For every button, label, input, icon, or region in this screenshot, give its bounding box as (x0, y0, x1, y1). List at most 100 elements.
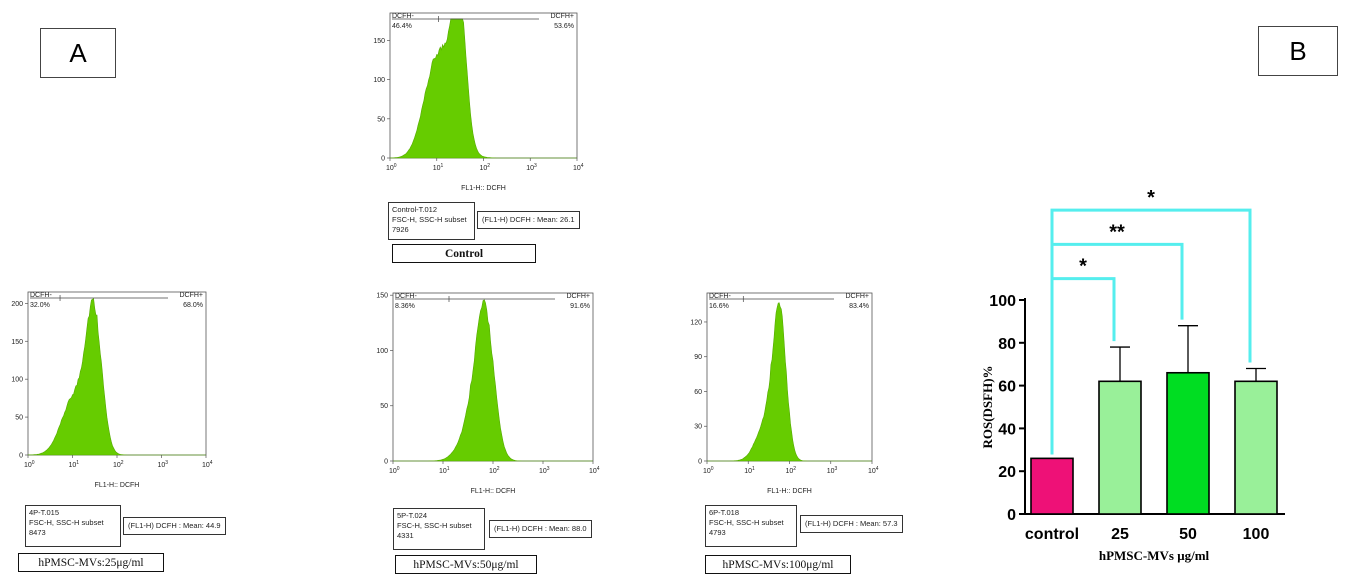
sample-label-25: hPMSC-MVs:25μg/ml (18, 553, 164, 572)
x-axis-label: FL1-H:: DCFH (461, 185, 506, 192)
sample-label-control: Control (392, 244, 536, 263)
gate-right-label: DCFH+ (845, 293, 869, 300)
x-tick-label: 101 (69, 460, 80, 469)
x-tick-label: 102 (786, 466, 797, 475)
gate-left-percent: 32.0% (30, 302, 50, 309)
x-tick-exponent: 0 (397, 466, 400, 472)
y-tick-label: 30 (694, 424, 702, 431)
x-tick-exponent: 1 (447, 466, 450, 472)
significance-label: * (1079, 256, 1087, 278)
flow-plot-50: 0 50 100 150 100 101 102 103 104 FL1-H:: DCFH DCFH… (345, 283, 625, 578)
panel-a-label: A (40, 28, 116, 78)
x-tick-label: 103 (526, 163, 537, 172)
x-axis-label: hPMSC-MVs μg/ml (1099, 548, 1210, 563)
sample-label-100: hPMSC-MVs:100μg/ml (705, 555, 851, 574)
mean-box-25: (FL1-H) DCFH : Mean: 44.9 (123, 517, 226, 535)
x-tick-exponent: 3 (835, 466, 838, 472)
info-box-control: Control-T.012 FSC-H, SSC-H subset 7926 (388, 202, 475, 240)
bar-control (1030, 457, 1074, 515)
flow-plot-control: 0 50 100 150 100 101 102 103 104 FL1-H:: DCFH DCFH… (350, 5, 584, 263)
x-tick-label-control: control (1025, 526, 1079, 543)
gate-right-label: DCFH+ (179, 292, 203, 299)
mean-box-100: (FL1-H) DCFH : Mean: 57.3 (800, 515, 903, 533)
x-tick-label: 102 (113, 460, 124, 469)
sample-label-50: hPMSC-MVs:50μg/ml (395, 555, 537, 574)
x-tick-exponent: 4 (597, 466, 600, 472)
x-tick-label: 100 (389, 466, 400, 475)
x-tick-label: 103 (827, 466, 838, 475)
x-tick-label: 104 (589, 466, 600, 475)
bar-25 (1098, 380, 1142, 515)
info-line-subset: FSC-H, SSC-H subset (709, 518, 784, 527)
y-tick-label: 100 (373, 77, 385, 84)
x-tick-label: 104 (868, 466, 879, 475)
gate-right-percent: 68.0% (183, 302, 203, 309)
x-tick-label: 104 (573, 163, 584, 172)
x-tick-label: 103 (158, 460, 169, 469)
info-box-50: 5P-T.024 FSC-H, SSC-H subset 4331 (393, 508, 485, 550)
x-axis-label: FL1-H:: DCFH (95, 482, 140, 489)
x-tick-label: 101 (744, 466, 755, 475)
gate-right-percent: 53.6% (554, 23, 574, 30)
mean-box-50: (FL1-H) DCFH : Mean: 88.0 (489, 520, 592, 538)
y-tick-label: 0 (1007, 507, 1016, 524)
x-tick-exponent: 0 (394, 163, 397, 169)
x-tick-exponent: 3 (165, 460, 168, 466)
gate-left-label: DCFH- (395, 293, 417, 300)
y-tick-label: 150 (373, 38, 385, 45)
y-tick-label: 0 (381, 156, 385, 163)
gate-right-percent: 91.6% (570, 303, 590, 310)
x-tick-label-100: 100 (1243, 526, 1270, 543)
x-tick-exponent: 0 (32, 460, 35, 466)
bar-100 (1234, 380, 1278, 515)
x-tick-exponent: 3 (534, 163, 537, 169)
significance-label: ** (1109, 221, 1125, 243)
bar-50 (1166, 371, 1210, 515)
significance-bracket (1050, 208, 1252, 455)
y-tick-label: 50 (380, 403, 388, 410)
x-tick-label: 101 (433, 163, 444, 172)
info-line-count: 4331 (397, 531, 414, 540)
x-tick-label: 104 (202, 460, 213, 469)
histogram-area (389, 18, 577, 159)
x-tick-label-25: 25 (1111, 526, 1129, 543)
y-tick-label: 40 (998, 421, 1016, 438)
gate-left-label: DCFH- (709, 293, 731, 300)
y-tick-label: 120 (690, 319, 702, 326)
y-tick-label: 0 (698, 459, 702, 466)
info-line-subset: FSC-H, SSC-H subset (397, 521, 472, 530)
x-tick-label: 100 (703, 466, 714, 475)
x-tick-label: 102 (480, 163, 491, 172)
x-tick-exponent: 2 (497, 466, 500, 472)
y-tick-label: 200 (11, 301, 23, 308)
y-tick-label: 150 (376, 293, 388, 300)
y-tick-label: 50 (15, 415, 23, 422)
x-axis-label: FL1-H:: DCFH (471, 488, 516, 495)
mean-box-control: (FL1-H) DCFH : Mean: 26.1 (477, 211, 580, 229)
info-line-count: 8473 (29, 528, 46, 537)
significance-label: * (1147, 187, 1155, 209)
info-box-100: 6P-T.018 FSC-H, SSC-H subset 4793 (705, 505, 797, 547)
info-line-file: 4P-T.015 (29, 508, 60, 517)
flow-plot-100: 0 30 60 90 120 100 101 102 103 104 FL1-H:: DCFH DCF… (665, 283, 945, 578)
x-tick-exponent: 2 (121, 460, 124, 466)
gate-right-label: DCFH+ (550, 13, 574, 20)
x-tick-label: 100 (24, 460, 35, 469)
y-tick-label: 0 (384, 459, 388, 466)
ros-bar-chart: 0 20 40 60 80 100 ROS(DSFH)% control 25 50 100 hPMS… (980, 187, 1285, 563)
x-tick-exponent: 2 (487, 163, 490, 169)
info-line-count: 7926 (392, 225, 409, 234)
y-tick-label: 100 (989, 293, 1016, 310)
y-tick-label: 0 (19, 453, 23, 460)
y-tick-label: 150 (11, 339, 23, 346)
x-tick-label: 101 (439, 466, 450, 475)
info-line-subset: FSC-H, SSC-H subset (29, 518, 104, 527)
x-axis-label: FL1-H:: DCFH (767, 488, 812, 495)
info-line-file: 6P-T.018 (709, 508, 740, 517)
x-tick-exponent: 4 (876, 466, 879, 472)
gate-left-label: DCFH- (30, 292, 52, 299)
y-tick-label: 90 (694, 354, 702, 361)
x-tick-exponent: 4 (581, 163, 584, 169)
